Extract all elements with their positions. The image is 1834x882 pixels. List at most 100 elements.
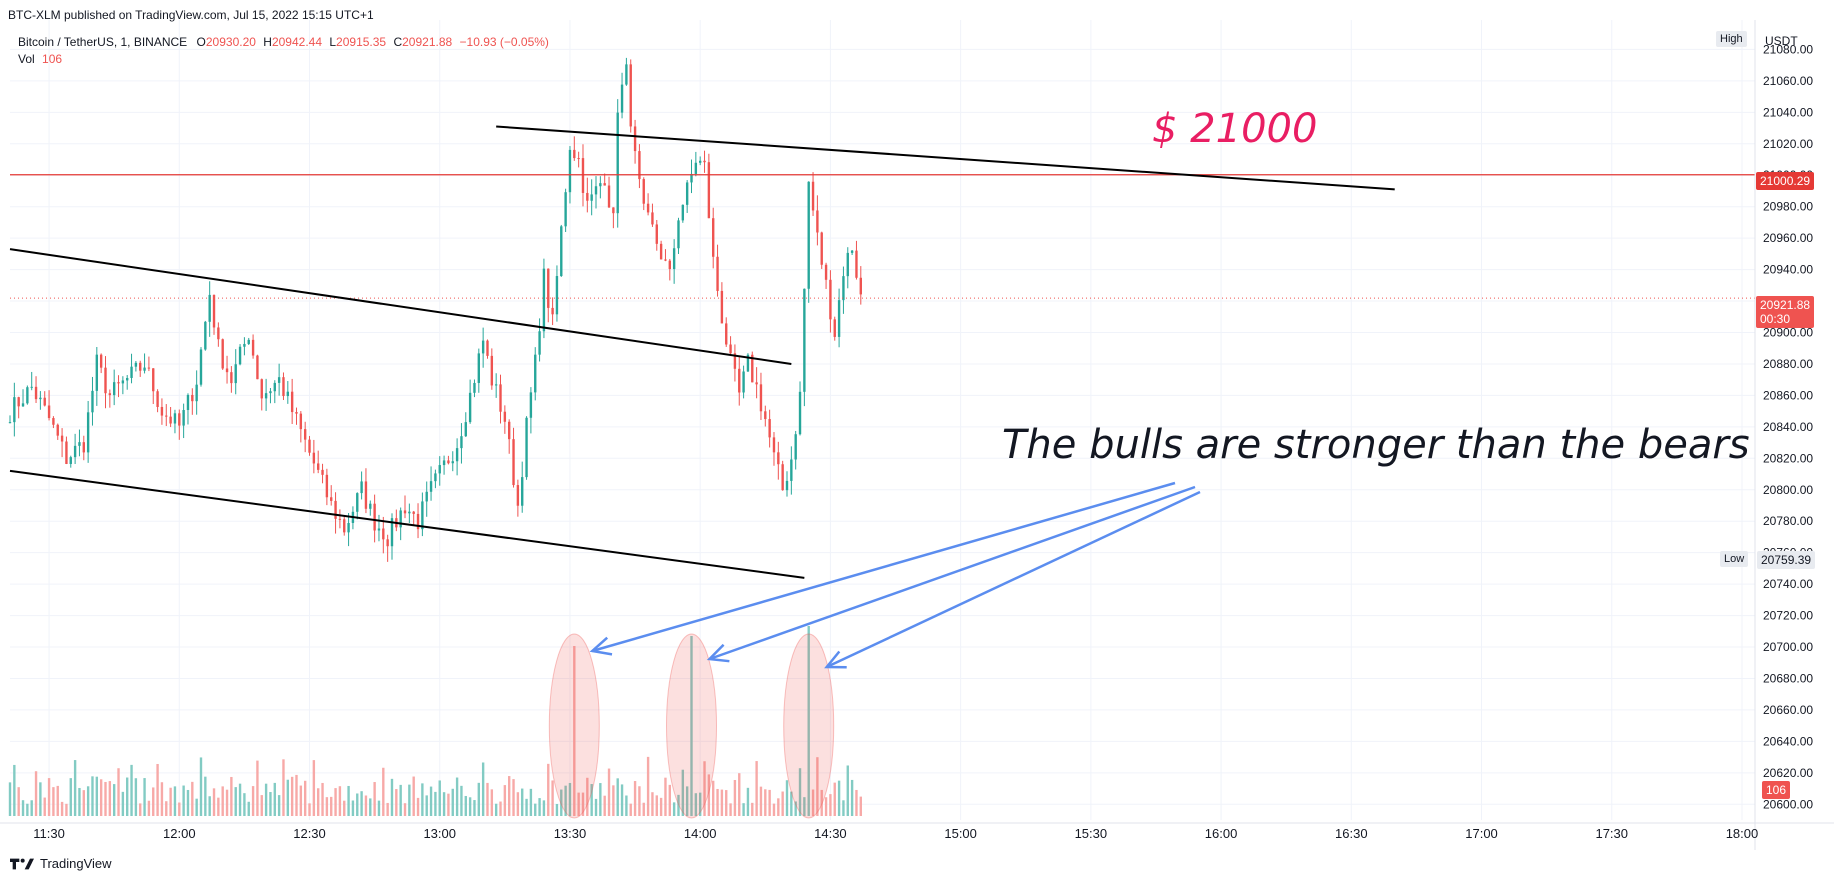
candle-body xyxy=(595,186,597,194)
volume-bar xyxy=(825,797,827,816)
x-tick-label: 14:30 xyxy=(814,826,847,841)
volume-bar xyxy=(443,792,445,816)
volume-bar xyxy=(256,761,258,816)
time-axis: 11:30 12:00 12:30 13:00 13:30 14:00 14:30 15:00… xyxy=(0,823,1834,841)
volume-bar xyxy=(13,765,15,816)
change-value: −10.93 (−0.05%) xyxy=(460,35,549,49)
candle-body xyxy=(200,350,202,385)
comment-annotation[interactable]: The bulls are stronger than the bears xyxy=(1002,422,1750,468)
volume-bar xyxy=(22,800,24,816)
candle-body xyxy=(222,339,224,368)
candle-body xyxy=(195,385,197,402)
last-price-value: 20921.88 xyxy=(1760,298,1810,312)
volume-bar xyxy=(91,776,93,816)
candle-body xyxy=(239,347,241,365)
volume-bar xyxy=(274,783,276,816)
volume-spike-ellipse xyxy=(667,634,717,818)
candle-body xyxy=(274,383,276,391)
volume-bar xyxy=(447,794,449,816)
volume-bar xyxy=(469,797,471,816)
y-tick-label: 20960.00 xyxy=(1763,231,1813,245)
volume-bar xyxy=(404,803,406,816)
candle-body xyxy=(373,504,375,531)
candle-body xyxy=(456,448,458,461)
annotation-arrow xyxy=(827,492,1200,667)
candle-body xyxy=(847,253,849,276)
candles xyxy=(9,58,862,562)
volume-bar xyxy=(508,776,510,816)
volume-bar xyxy=(768,790,770,816)
candle-body xyxy=(426,492,428,502)
candle-body xyxy=(486,341,488,356)
volume-bar xyxy=(847,765,849,816)
volume-bar xyxy=(83,790,85,816)
volume-bar xyxy=(855,790,857,816)
volume-bar xyxy=(191,782,193,816)
candle-body xyxy=(842,276,844,300)
candle-body xyxy=(777,452,779,464)
x-tick-label: 15:00 xyxy=(944,826,977,841)
volume-bar xyxy=(265,784,267,816)
volume-bar xyxy=(174,786,176,816)
volume-bar xyxy=(829,794,831,816)
low-badge: Low xyxy=(1720,551,1748,567)
candle-body xyxy=(235,364,237,383)
footer-brand[interactable]: TradingView xyxy=(10,856,112,871)
candle-body xyxy=(482,341,484,354)
candle-body xyxy=(517,485,519,506)
candle-body xyxy=(430,481,432,492)
volume-bar xyxy=(643,803,645,816)
candle-body xyxy=(326,475,328,497)
candle-body xyxy=(334,501,336,519)
volume-bar xyxy=(734,780,736,816)
volume-bar xyxy=(334,788,336,816)
candle-body xyxy=(48,406,50,419)
volume-bar xyxy=(261,795,263,816)
candle-body xyxy=(851,251,853,253)
candle-body xyxy=(478,353,480,383)
symbol-legend: Bitcoin / TetherUS, 1, BINANCE O20930.20… xyxy=(18,35,549,49)
candle-body xyxy=(35,387,37,399)
candle-body xyxy=(74,446,76,457)
volume-bar xyxy=(747,788,749,816)
volume-bar xyxy=(426,795,428,816)
price-annotation[interactable]: $ 21000 xyxy=(1152,106,1317,152)
candle-body xyxy=(768,419,770,437)
candle-body xyxy=(343,519,345,532)
candle-body xyxy=(156,391,158,407)
candle-body xyxy=(525,418,527,477)
candle-body xyxy=(443,460,445,465)
volume-bar xyxy=(321,783,323,816)
volume-bar xyxy=(482,762,484,816)
candle-body xyxy=(786,481,788,490)
candle-body xyxy=(439,465,441,473)
candle-body xyxy=(781,464,783,490)
candle-body xyxy=(269,391,271,393)
trend-line xyxy=(10,471,804,578)
volume-bar xyxy=(465,796,467,816)
candle-body xyxy=(586,193,588,201)
candle-body xyxy=(83,442,85,452)
annotation-arrow xyxy=(592,483,1175,651)
volume-bar xyxy=(360,791,362,816)
volume-bar xyxy=(634,781,636,816)
y-tick-label: 20800.00 xyxy=(1763,483,1813,497)
candle-body xyxy=(13,397,15,422)
volume-bar xyxy=(664,778,666,816)
candle-body xyxy=(243,344,245,347)
candle-body xyxy=(104,368,106,394)
volume-bar xyxy=(9,782,11,816)
volume-bar xyxy=(239,784,241,816)
volume-bar xyxy=(742,803,744,816)
candle-body xyxy=(408,512,410,514)
volume-bar xyxy=(647,757,649,816)
y-tick-label: 20740.00 xyxy=(1763,577,1813,591)
volume-bar xyxy=(282,759,284,816)
volume-bar xyxy=(417,798,419,816)
candle-body xyxy=(139,363,141,371)
x-tick-label: 13:00 xyxy=(423,826,456,841)
volume-bar xyxy=(347,786,349,816)
x-tick-label: 12:00 xyxy=(163,826,196,841)
volume-bar xyxy=(117,768,119,816)
volume-bar xyxy=(61,802,63,816)
